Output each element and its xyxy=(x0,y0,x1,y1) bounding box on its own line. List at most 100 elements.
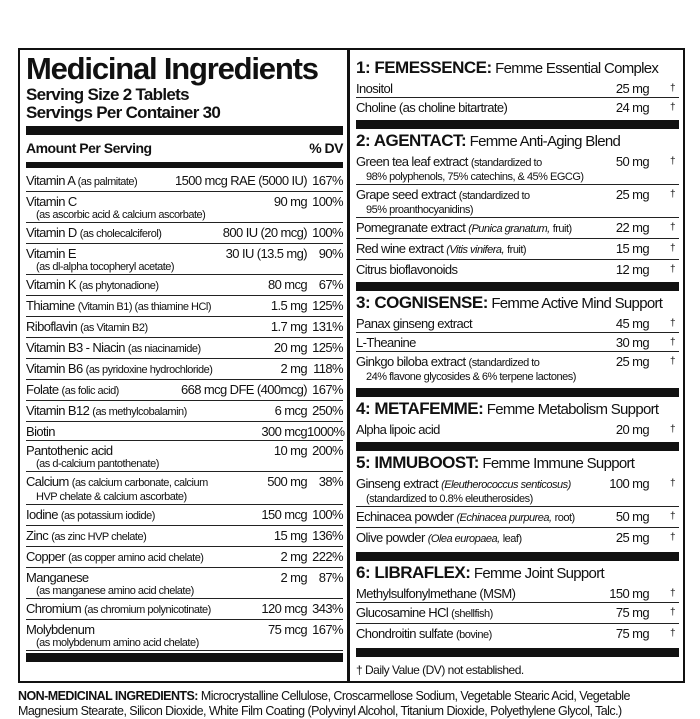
ingredient-amount: 150 mcg xyxy=(261,507,307,522)
ingredient-label: Inositol xyxy=(356,81,393,96)
ingredient-cell: Vitamin B6 (as pyridoxine hydrochloride) xyxy=(26,361,257,378)
daily-value: 125% xyxy=(312,298,343,313)
ingredient-cell: Panax ginseng extract xyxy=(356,316,593,331)
divider-bar xyxy=(356,120,679,129)
ingredient-detail: (as methylcobalamin) xyxy=(92,406,187,418)
ingredient-amount: 30 mg xyxy=(615,335,650,350)
daily-value: † xyxy=(670,628,676,639)
ingredient-amount: 25 mg xyxy=(615,81,650,96)
daily-value: 200% xyxy=(312,443,343,458)
blend-code: 4: METAFEMME: xyxy=(356,399,484,418)
divider-bar xyxy=(26,653,343,662)
ingredient-cell: Vitamin C (as ascorbic acid & calcium asc… xyxy=(26,194,257,221)
daily-value: 136% xyxy=(312,528,343,543)
ingredient-name: Ginkgo biloba extract (standardized to xyxy=(356,354,593,371)
ingredient-name: Vitamin B3 - Niacin (as niacinamide) xyxy=(26,340,257,357)
ingredient-detail-line2: (as d-calcium pantothenate) xyxy=(36,458,159,470)
daily-value: 125% xyxy=(312,340,343,355)
daily-value: 100% xyxy=(312,225,343,240)
ingredient-name: Zinc (as zinc HVP chelate) xyxy=(26,528,257,545)
ingredient-amount: 12 mg xyxy=(615,262,650,277)
ingredient-detail: (as calcium carbonate, calcium xyxy=(71,477,209,489)
ingredient-label: Iodine xyxy=(26,507,58,522)
non-medicinal-ingredients: NON-MEDICINAL INGREDIENTS: Microcrystall… xyxy=(18,689,688,719)
ingredient-source: (Olea europaea, xyxy=(427,533,501,545)
ingredient-name: Methylsulfonylmethane (MSM) xyxy=(356,586,593,601)
ingredient-cell: L-Theanine xyxy=(356,335,593,350)
ingredient-amount: 300 mcg xyxy=(261,424,307,439)
ingredient-source: (Echinacea purpurea, xyxy=(456,512,552,524)
ingredient-detail: fruit) xyxy=(507,244,527,256)
blend-name: Femme Joint Support xyxy=(473,565,605,582)
ingredient-name: Vitamin B12 (as methylcobalamin) xyxy=(26,403,257,420)
table-row: Echinacea powder (Echinacea purpurea, ro… xyxy=(356,507,679,528)
blend-code: 3: COGNISENSE: xyxy=(356,293,488,312)
ingredient-label: Panax ginseng extract xyxy=(356,316,473,331)
ingredient-cell: Vitamin B12 (as methylcobalamin) xyxy=(26,403,257,420)
ingredient-cell: Manganese (as manganese amino acid chelat… xyxy=(26,570,257,597)
ingredient-name: Manganese xyxy=(26,570,257,585)
ingredient-detail: (as pyridoxine hydrochloride) xyxy=(85,364,213,376)
ingredient-cell: Iodine (as potassium iodide) xyxy=(26,507,255,524)
table-row: Pomegranate extract (Punica granatum, fr… xyxy=(356,218,679,239)
ingredient-amount: 6 mcg xyxy=(274,403,308,418)
table-row: Citrus bioflavonoids 12 mg † xyxy=(356,260,679,278)
blend-name: Femme Immune Support xyxy=(482,455,635,472)
ingredient-cell: Ginseng extract (Eleutherococcus sentico… xyxy=(356,476,593,505)
ingredient-label: Methylsulfonylmethane (MSM) xyxy=(356,586,516,601)
blend-code: 5: IMMUBOOST: xyxy=(356,453,479,472)
daily-value: 100% xyxy=(312,507,343,522)
daily-value: 167% xyxy=(312,173,343,188)
table-row: Chromium (as chromium polynicotinate) 120… xyxy=(26,599,344,620)
ingredient-name: L-Theanine xyxy=(356,335,593,350)
page-title: Medicinal Ingredients xyxy=(26,51,319,86)
ingredient-label: Vitamin A xyxy=(26,173,75,188)
table-row: Vitamin D (as cholecalciferol) 800 IU (20… xyxy=(26,223,344,244)
ingredient-cell: Citrus bioflavonoids xyxy=(356,262,593,277)
table-row: Vitamin A (as palmitate) 1500 mcg RAE (50… xyxy=(26,171,344,192)
ingredient-name: Riboflavin (as Vitamin B2) xyxy=(26,319,257,336)
ingredient-label: Pantothenic acid xyxy=(26,443,113,458)
ingredient-name: Iodine (as potassium iodide) xyxy=(26,507,255,524)
ingredient-cell: Vitamin D (as cholecalciferol) xyxy=(26,225,217,242)
ingredient-detail: (Vitamin B1) (as thiamine HCl) xyxy=(77,301,212,313)
table-row: Red wine extract (Vitis vinifera, fruit)… xyxy=(356,239,679,260)
daily-value: † xyxy=(670,189,676,200)
blend-code: 2: AGENTACT: xyxy=(356,131,467,150)
ingredient-detail: (as cholecalciferol) xyxy=(79,228,162,240)
ingredient-name: Chondroitin sulfate (bovine) xyxy=(356,626,593,643)
serving-size: Serving Size 2 Tablets xyxy=(26,85,190,104)
table-row: Folate (as folic acid) 668 mcg DFE (400mc… xyxy=(26,380,344,401)
ingredient-cell: Choline (as choline bitartrate) xyxy=(356,100,593,115)
daily-value: 250% xyxy=(312,403,343,418)
ingredient-amount: 30 IU (13.5 mg) xyxy=(225,246,308,261)
daily-value: † xyxy=(670,478,676,489)
ingredient-label: Vitamin B12 xyxy=(26,403,90,418)
ingredient-detail: (standardized to xyxy=(468,357,540,369)
ingredient-cell: Glucosamine HCl (shellfish) xyxy=(356,605,593,622)
table-row: Glucosamine HCl (shellfish) 75 mg † xyxy=(356,603,679,624)
table-row: Zinc (as zinc HVP chelate) 15 mg 136% xyxy=(26,526,344,547)
ingredient-cell: Grape seed extract (standardized to 95% p… xyxy=(356,187,593,216)
daily-value: 67% xyxy=(318,277,344,292)
table-row: Vitamin B3 - Niacin (as niacinamide) 20 m… xyxy=(26,338,344,359)
ingredient-detail-line2: (standardized to 0.8% eleutherosides) xyxy=(366,493,533,505)
ingredient-cell: Vitamin E (as dl-alpha tocopheryl acetate… xyxy=(26,246,220,273)
table-row: Vitamin B12 (as methylcobalamin) 6 mcg 250… xyxy=(26,401,344,422)
blend-heading: 3: COGNISENSE: Femme Active Mind Support xyxy=(356,293,679,314)
ingredient-amount: 1500 mcg RAE (5000 IU) xyxy=(174,173,308,188)
ingredient-cell: Vitamin B3 - Niacin (as niacinamide) xyxy=(26,340,257,357)
ingredient-name: Vitamin B6 (as pyridoxine hydrochloride) xyxy=(26,361,257,378)
ingredient-label: Vitamin B6 xyxy=(26,361,83,376)
ingredient-detail: leaf) xyxy=(502,533,522,545)
ingredient-cell: Olive powder (Olea europaea, leaf) xyxy=(356,530,593,547)
ingredient-detail: (as palmitate) xyxy=(77,176,138,188)
ingredient-label: Ginkgo biloba extract xyxy=(356,354,466,369)
ingredient-amount: 25 mg xyxy=(615,187,650,202)
ingredient-detail: (as phytonadione) xyxy=(79,280,159,292)
ingredient-label: Zinc xyxy=(26,528,49,543)
blend-heading: 5: IMMUBOOST: Femme Immune Support xyxy=(356,453,679,474)
ingredient-amount: 10 mg xyxy=(273,443,308,458)
ingredient-amount: 500 mg xyxy=(267,474,307,489)
ingredient-cell: Chondroitin sulfate (bovine) xyxy=(356,626,593,643)
